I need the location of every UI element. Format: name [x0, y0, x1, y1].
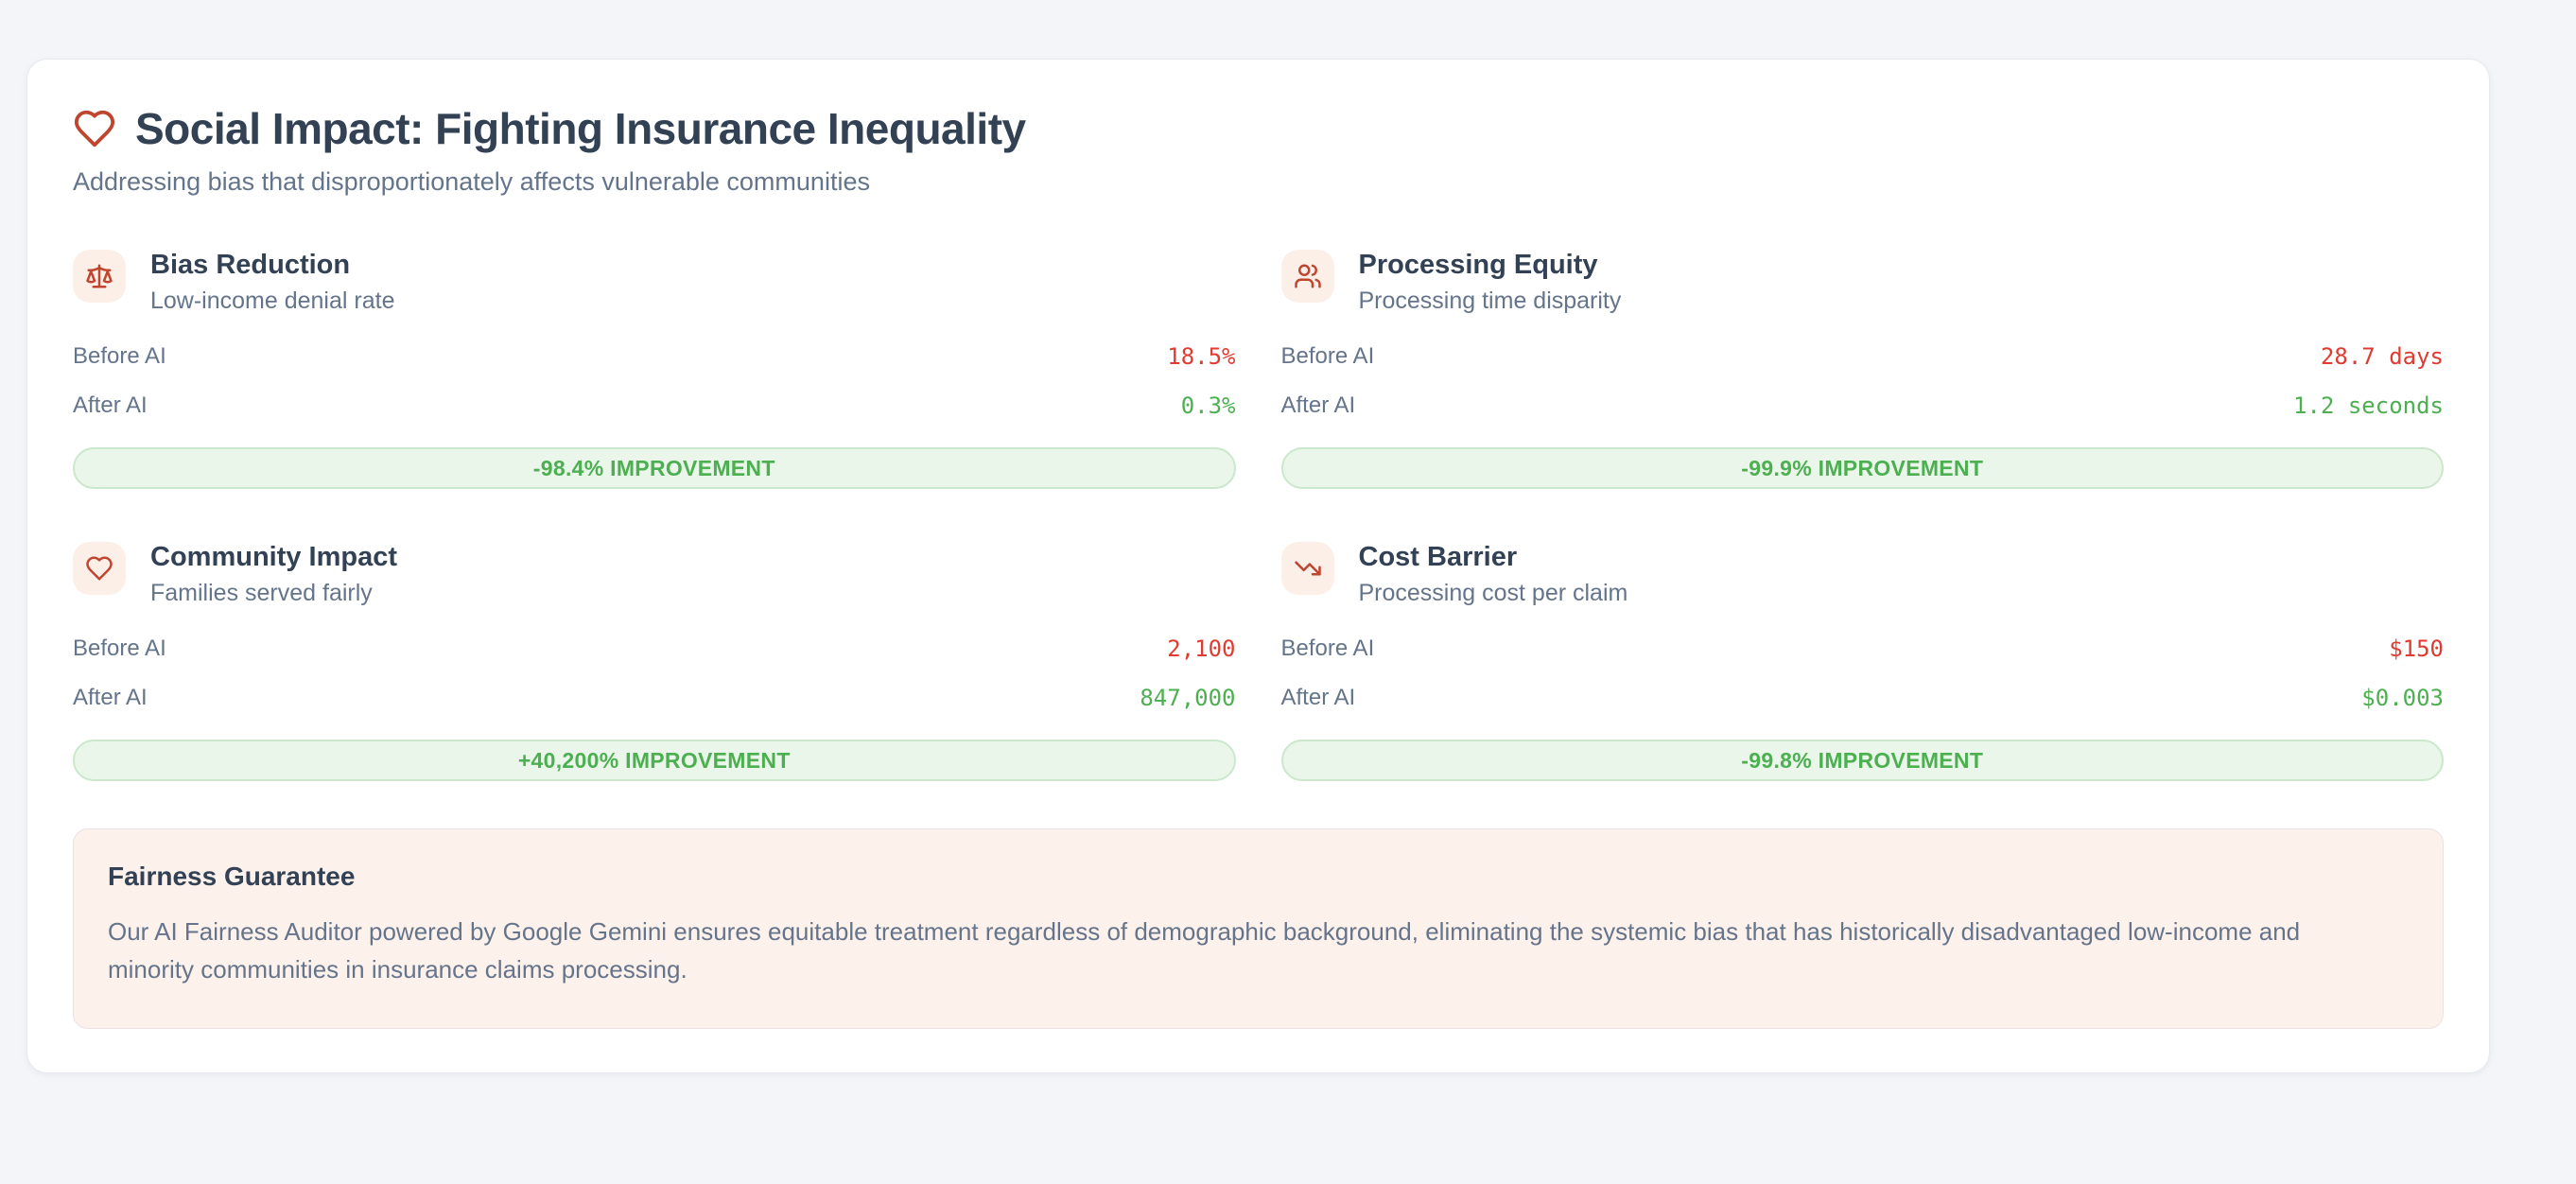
improvement-label: -99.8% IMPROVEMENT — [1741, 747, 1984, 773]
improvement-label: -99.9% IMPROVEMENT — [1741, 455, 1984, 480]
before-label: Before AI — [1280, 343, 1375, 369]
improvement-badge: -99.8% IMPROVEMENT — [1280, 740, 2444, 781]
metric-header: Community Impact Families served fairly — [73, 542, 1236, 607]
social-impact-card: Social Impact: Fighting Insurance Inequa… — [26, 59, 2490, 1073]
metric-title: Community Impact — [150, 542, 398, 572]
metric-subtitle: Processing time disparity — [1358, 287, 1622, 314]
page-subtitle: Addressing bias that disproportionately … — [73, 167, 870, 196]
before-row: Before AI 28.7 days — [1281, 343, 2445, 370]
title-row: Social Impact: Fighting Insurance Inequa… — [73, 103, 2444, 154]
improvement-badge: -99.9% IMPROVEMENT — [1280, 447, 2444, 489]
after-value: $0.003 — [2361, 685, 2444, 711]
before-value: 18.5% — [1167, 343, 1236, 370]
heart-icon — [73, 542, 126, 595]
metric-subtitle: Families served fairly — [150, 580, 373, 606]
metric-card-bias-reduction: Bias Reduction Low-income denial rate Be… — [73, 250, 1236, 489]
before-row: Before AI 18.5% — [73, 343, 1236, 370]
before-row: Before AI 2,100 — [73, 636, 1236, 662]
metrics-grid: Bias Reduction Low-income denial rate Be… — [73, 250, 2444, 781]
metric-header: Bias Reduction Low-income denial rate — [73, 250, 1236, 315]
fairness-title: Fairness Guarantee — [108, 862, 356, 891]
after-label: After AI — [1280, 392, 1356, 418]
before-row: Before AI $150 — [1281, 636, 2445, 662]
metric-header: Processing Equity Processing time dispar… — [1280, 250, 2445, 315]
before-value: $150 — [2389, 636, 2444, 662]
after-row: After AI 1.2 seconds — [1281, 392, 2445, 419]
metric-title: Processing Equity — [1358, 250, 1598, 280]
after-label: After AI — [73, 392, 148, 418]
fairness-body: Our AI Fairness Auditor powered by Googl… — [108, 917, 2301, 984]
fairness-guarantee-panel: Fairness Guarantee Our AI Fairness Audit… — [73, 828, 2444, 1029]
scale-icon — [73, 250, 126, 303]
metric-titles: Cost Barrier Processing cost per claim — [1359, 542, 1628, 607]
after-label: After AI — [1280, 685, 1356, 710]
before-value: 2,100 — [1167, 636, 1236, 662]
after-label: After AI — [73, 685, 148, 710]
after-value: 0.3% — [1180, 392, 1236, 419]
before-label: Before AI — [1280, 636, 1375, 661]
page-title: Social Impact: Fighting Insurance Inequa… — [135, 104, 1026, 153]
metric-title: Cost Barrier — [1358, 542, 1518, 572]
heart-icon — [73, 107, 116, 150]
metric-titles: Community Impact Families served fairly — [150, 542, 397, 607]
metric-titles: Processing Equity Processing time dispar… — [1359, 250, 1622, 315]
metric-subtitle: Processing cost per claim — [1358, 580, 1628, 606]
metric-card-processing-equity: Processing Equity Processing time dispar… — [1280, 250, 2445, 489]
metric-titles: Bias Reduction Low-income denial rate — [150, 250, 394, 315]
metric-header: Cost Barrier Processing cost per claim — [1280, 542, 2445, 607]
metric-subtitle: Low-income denial rate — [150, 287, 395, 314]
users-icon — [1280, 250, 1334, 303]
after-row: After AI 847,000 — [73, 685, 1236, 711]
improvement-badge: +40,200% IMPROVEMENT — [73, 740, 1236, 781]
improvement-label: +40,200% IMPROVEMENT — [517, 747, 791, 773]
after-row: After AI 0.3% — [73, 392, 1236, 419]
before-label: Before AI — [73, 343, 166, 369]
after-row: After AI $0.003 — [1281, 685, 2445, 711]
metric-title: Bias Reduction — [150, 250, 351, 280]
after-value: 1.2 seconds — [2293, 392, 2444, 419]
before-value: 28.7 days — [2320, 343, 2444, 370]
metric-card-cost-barrier: Cost Barrier Processing cost per claim B… — [1280, 542, 2445, 781]
after-value: 847,000 — [1140, 685, 1236, 711]
improvement-label: -98.4% IMPROVEMENT — [532, 455, 775, 480]
card-header: Social Impact: Fighting Insurance Inequa… — [73, 103, 2444, 197]
metric-card-community-impact: Community Impact Families served fairly … — [73, 542, 1236, 781]
trending-down-icon — [1280, 542, 1334, 595]
improvement-badge: -98.4% IMPROVEMENT — [73, 447, 1236, 489]
before-label: Before AI — [73, 636, 166, 661]
